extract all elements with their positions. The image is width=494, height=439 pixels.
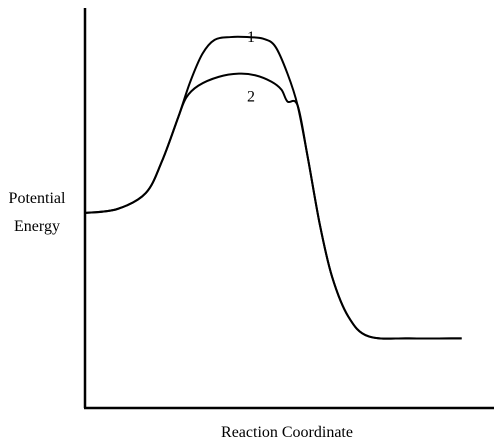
- y-axis-label-line1: Potential: [9, 190, 66, 207]
- series-layer: 12: [84, 29, 462, 340]
- y-axis-label-line2: Energy: [14, 218, 60, 235]
- x-axis-label: Reaction Coordinate: [221, 424, 353, 439]
- series-label-2: 2: [247, 89, 255, 106]
- series-line-2: [84, 72, 462, 340]
- series-label-1: 1: [247, 29, 255, 46]
